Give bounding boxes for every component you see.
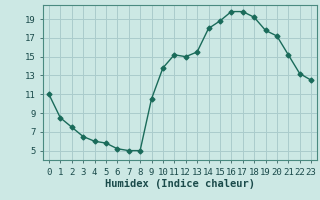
X-axis label: Humidex (Indice chaleur): Humidex (Indice chaleur) xyxy=(105,179,255,189)
